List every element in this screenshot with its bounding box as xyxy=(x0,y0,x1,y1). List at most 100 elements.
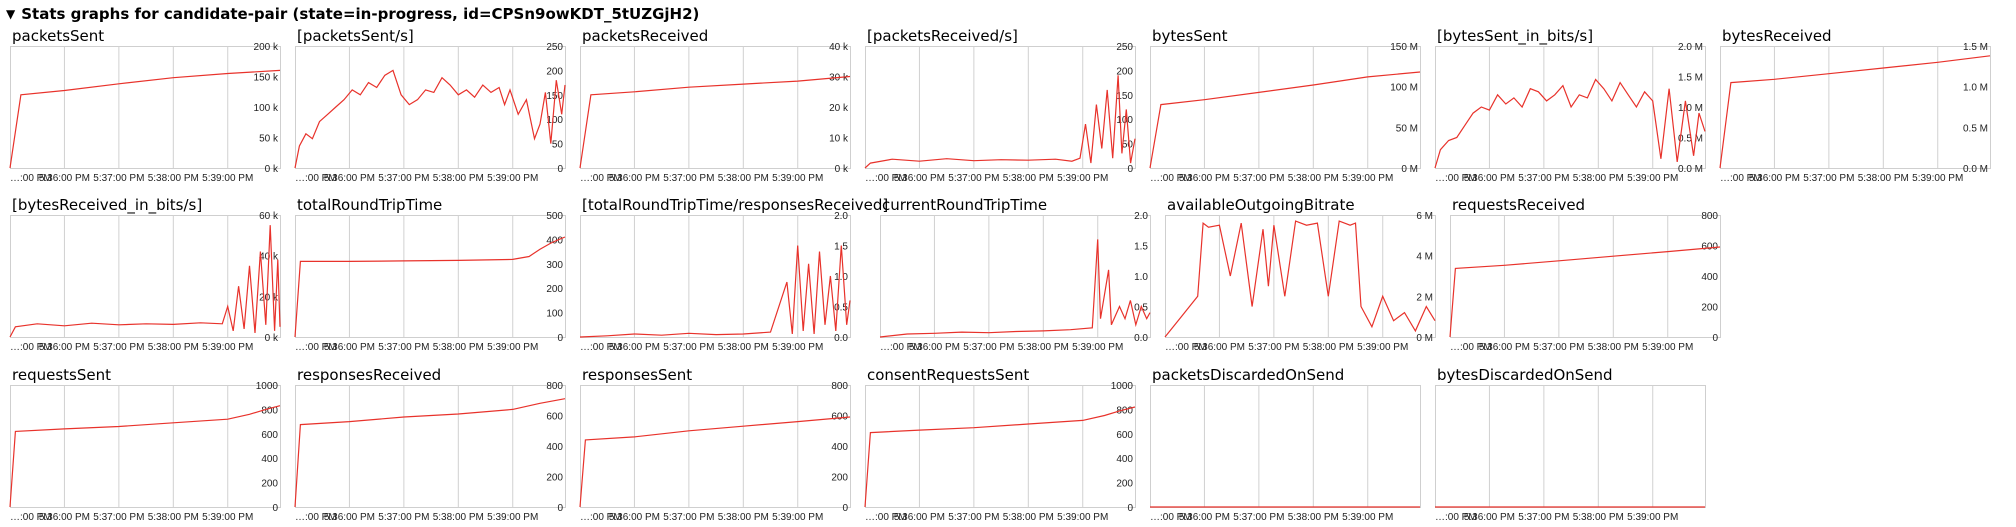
chart-title: [bytesSent_in_bits/s] xyxy=(1437,27,1593,46)
x-tick-label: …:00 PM xyxy=(1720,173,1762,184)
x-tick-label: 5:37:00 PM xyxy=(948,512,999,523)
chart-bytessent: bytesSent …:00 PM 5:36:00 PM 5:37:00 PM 5:38… xyxy=(1149,27,1426,188)
x-tick-label: 5:37:00 PM xyxy=(378,512,429,523)
x-tick-label: 5:37:00 PM xyxy=(1803,173,1854,184)
x-tick-label: 5:37:00 PM xyxy=(378,173,429,184)
plot-frame xyxy=(10,46,281,169)
x-tick-label: 5:36:00 PM xyxy=(909,342,960,353)
series-line xyxy=(579,245,851,338)
plot-frame xyxy=(1435,46,1706,169)
x-tick-label: 5:36:00 PM xyxy=(1464,512,1515,523)
x-tick-label: 5:38:00 PM xyxy=(1288,173,1339,184)
plot-area: …:00 PM5:36:00 PM 5:37:00 PM 5:38:00 PM 5:3… xyxy=(879,211,1151,353)
x-tick-label: 5:36:00 PM xyxy=(1179,173,1230,184)
series-line xyxy=(1434,78,1706,169)
x-tick-label: 5:38:00 PM xyxy=(433,173,484,184)
series-line xyxy=(1449,246,1721,338)
y-tick-label: 10 k xyxy=(829,134,849,145)
plot-area: …:00 PM5:36:00 PM 5:37:00 PM 5:38:00 PM 5:3… xyxy=(1435,385,1706,523)
x-tick-label: 5:37:00 PM xyxy=(1233,512,1284,523)
x-tick-label: 5:37:00 PM xyxy=(1533,342,1584,353)
x-tick-label: 5:39:00 PM xyxy=(1357,342,1408,353)
series-line xyxy=(9,69,281,169)
y-tick-label: 0 k xyxy=(835,164,849,175)
plot-frame xyxy=(295,385,566,508)
x-tick-label: …:00 PM xyxy=(10,512,52,523)
chart-title: bytesReceived xyxy=(1722,27,1832,45)
y-tick-label: 0.0 xyxy=(1134,333,1148,344)
x-tick-label: 5:39:00 PM xyxy=(487,512,538,523)
chart-svg: totalRoundTripTime…:00 PM5:36:00 PM 5:37:… xyxy=(294,196,566,353)
plot-area: …:00 PM5:36:00 PM 5:37:00 PM 5:38:00 PM 5:3… xyxy=(9,211,281,353)
plot-frame xyxy=(1165,215,1436,338)
x-tick-label: 5:36:00 PM xyxy=(1194,342,1245,353)
x-tick-label: …:00 PM xyxy=(1150,173,1192,184)
chart-title: availableOutgoingBitrate xyxy=(1167,196,1355,214)
stats-graphs-toggle[interactable]: ▼ Stats graphs for candidate-pair (state… xyxy=(6,3,699,25)
y-tick-label: 6 M xyxy=(1416,211,1433,222)
y-tick-label: 0 xyxy=(1127,164,1133,175)
y-tick-label: 0 xyxy=(1127,503,1133,514)
chart-responsessent: responsesSent …:00 PM 5:36:00 PM 5:37:00 PM… xyxy=(579,366,856,527)
plot-area: …:00 PM5:36:00 PM 5:37:00 PM 5:38:00 PM 5:3… xyxy=(579,42,851,184)
x-tick-label: 5:39:00 PM xyxy=(202,512,253,523)
x-tick-label: 5:38:00 PM xyxy=(1303,342,1354,353)
chart-requestsreceived: requestsReceived …:00 PM 5:36:00 PM 5:37:00… xyxy=(1449,196,1726,357)
series-line xyxy=(864,406,1136,508)
chart-currentroundtriptime: currentRoundTripTime …:00 PM 5:36:00 PM 5:3… xyxy=(879,196,1156,357)
stats-graphs-title: Stats graphs for candidate-pair (state=i… xyxy=(21,5,700,23)
x-tick-label: 5:39:00 PM xyxy=(487,173,538,184)
chart-totalroundtriptime-responsesreceived: [totalRoundTripTime/responsesReceived]…:… xyxy=(579,196,888,357)
x-tick-label: 5:37:00 PM xyxy=(1233,173,1284,184)
y-tick-label: 1.5 M xyxy=(1678,73,1703,84)
y-tick-label: 20 k xyxy=(259,292,279,303)
chart-packetssent: packetsSent …:00 PM 5:36:00 PM 5:37:00 PM 5:… xyxy=(9,27,286,188)
x-tick-label: 5:37:00 PM xyxy=(663,512,714,523)
plot-area: …:00 PM5:36:00 PM 5:37:00 PM 5:38:00 PM 5:3… xyxy=(9,381,281,523)
series-line xyxy=(579,416,851,508)
y-tick-label: 0 xyxy=(557,164,563,175)
chart-svg: [packetsReceived/s]…:00 PM5:36:00 PM 5:37… xyxy=(864,27,1136,184)
y-tick-label: 60 k xyxy=(259,211,279,222)
y-tick-label: 0 k xyxy=(265,164,279,175)
y-tick-label: 600 xyxy=(831,412,848,423)
plot-area: …:00 PM5:36:00 PM 5:37:00 PM 5:38:00 PM 5:3… xyxy=(1434,42,1706,184)
x-tick-label: …:00 PM xyxy=(295,342,337,353)
y-tick-label: 200 xyxy=(546,284,563,295)
y-tick-label: 0 xyxy=(557,333,563,344)
chart-title: responsesReceived xyxy=(297,366,441,384)
x-tick-label: …:00 PM xyxy=(10,342,52,353)
y-tick-label: 150 k xyxy=(254,73,279,84)
x-tick-label: …:00 PM xyxy=(1435,512,1477,523)
chart-title: [packetsSent/s] xyxy=(297,27,414,45)
y-tick-label: 0 k xyxy=(265,333,279,344)
plot-frame xyxy=(10,385,281,508)
y-tick-label: 0 M xyxy=(1416,333,1433,344)
x-tick-label: …:00 PM xyxy=(865,512,907,523)
disclosure-triangle-icon[interactable]: ▼ xyxy=(6,7,16,21)
chart-svg: packetsReceived…:00 PM5:36:00 PM 5:37:00 … xyxy=(579,27,851,184)
x-tick-label: 5:37:00 PM xyxy=(1248,342,1299,353)
chart-title: [bytesReceived_in_bits/s] xyxy=(12,196,202,215)
chart-packetsdiscardedonsend: packetsDiscardedOnSend …:00 PM 5:36:00 PM 5… xyxy=(1150,366,1426,527)
y-tick-label: 50 xyxy=(1122,140,1134,151)
y-tick-label: 150 M xyxy=(1390,42,1418,53)
x-tick-label: 5:36:00 PM xyxy=(39,512,90,523)
y-tick-label: 50 xyxy=(552,140,564,151)
y-tick-label: 0.0 M xyxy=(1678,164,1703,175)
y-tick-label: 0 xyxy=(1712,333,1718,344)
x-tick-label: 5:38:00 PM xyxy=(148,173,199,184)
y-tick-label: 300 xyxy=(546,260,563,271)
y-tick-label: 400 xyxy=(831,442,848,453)
x-tick-label: 5:38:00 PM xyxy=(718,173,769,184)
y-tick-label: 2.0 xyxy=(834,211,848,222)
chart-title: requestsReceived xyxy=(1452,196,1585,214)
plot-area: …:00 PM5:36:00 PM 5:37:00 PM 5:38:00 PM 5:3… xyxy=(864,381,1136,523)
y-tick-label: 4 M xyxy=(1416,252,1433,263)
y-tick-label: 600 xyxy=(261,430,278,441)
chart-packetsreceived: packetsReceived …:00 PM 5:36:00 PM 5:37:00 … xyxy=(579,27,856,188)
x-tick-label: 5:36:00 PM xyxy=(1179,512,1230,523)
chart-packetsreceived-s: [packetsReceived/s] …:00 PM 5:36:00 PM 5:37… xyxy=(864,27,1141,188)
plot-frame xyxy=(865,385,1136,508)
chart-svg: availableOutgoingBitrate…:00 PM5:36:00 P… xyxy=(1164,196,1436,353)
